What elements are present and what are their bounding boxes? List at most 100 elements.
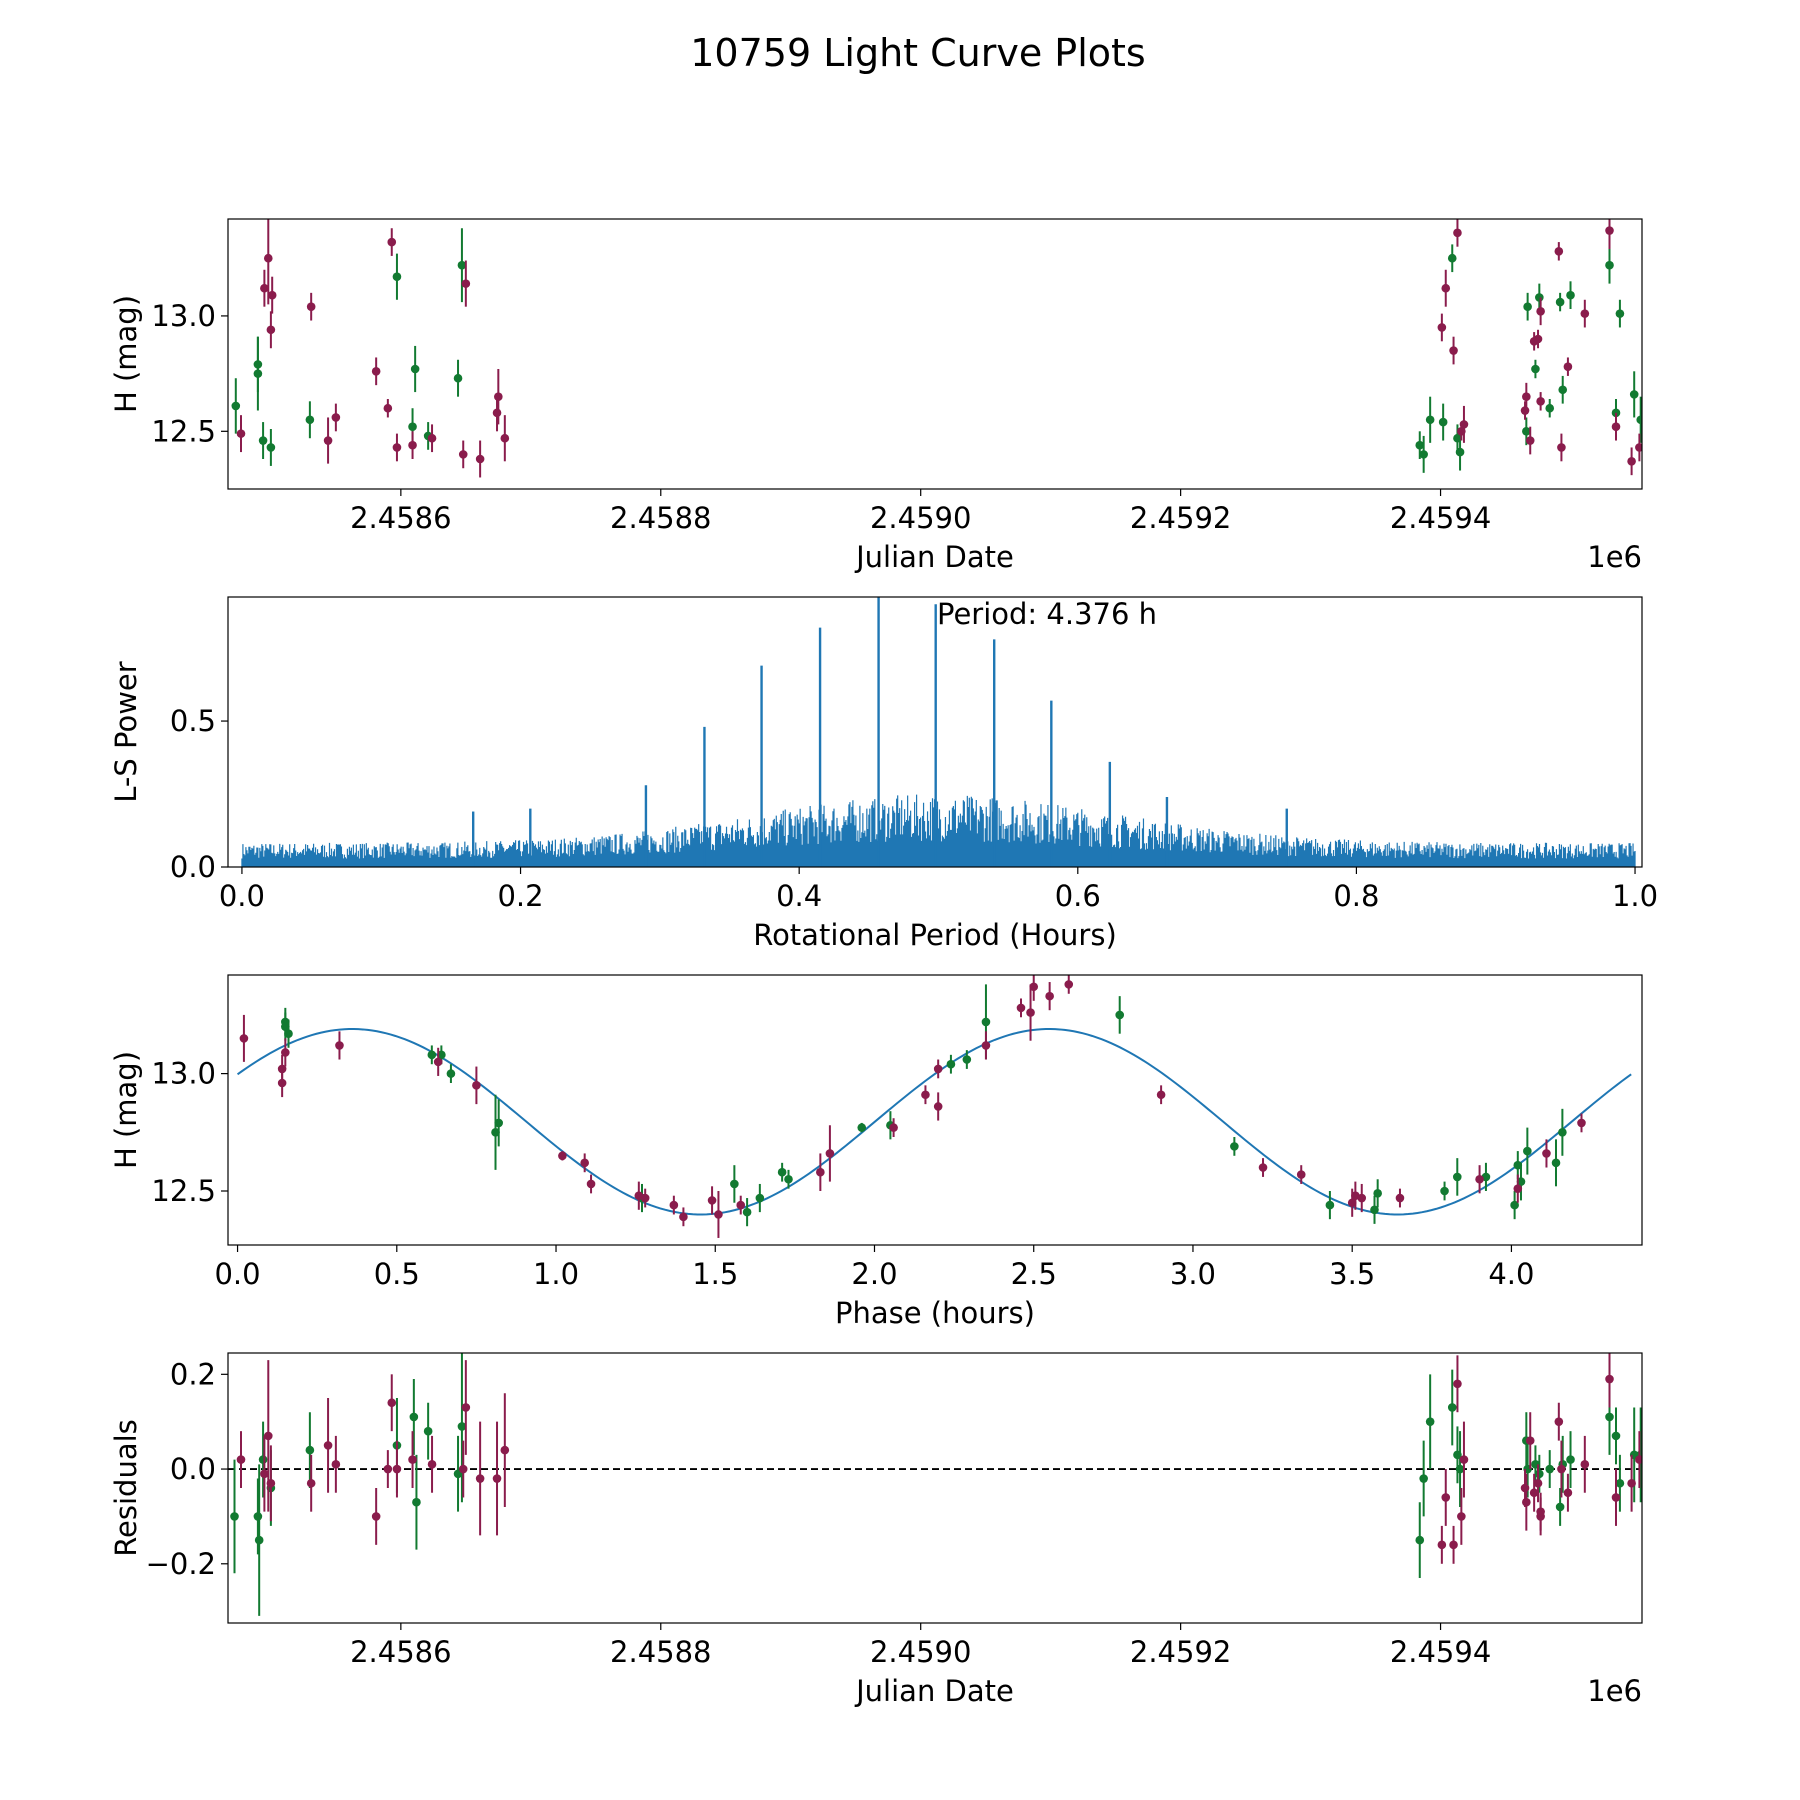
purple-data-point [640,1188,650,1208]
marker [742,1207,752,1217]
marker [437,1050,446,1060]
marker [475,1474,485,1483]
x-tick-label: 2.5 [1011,1257,1057,1291]
purple-data-point [1563,1473,1573,1512]
purple-data-point [1605,219,1614,249]
marker [1627,457,1636,466]
marker [258,436,268,445]
purple-data-point [383,1450,393,1488]
marker [1525,436,1535,445]
marker [263,1431,273,1441]
x-tick-label: 2.4594 [1390,1635,1491,1669]
purple-data-point [933,1059,943,1079]
marker [446,1069,456,1078]
purple-data-point [427,424,437,453]
marker [1611,1431,1621,1441]
marker [1230,1142,1239,1151]
marker [1516,1177,1526,1186]
green-data-point [1373,1179,1382,1208]
x-tick-label: 0.0 [214,1257,260,1291]
purple-data-point [500,415,510,462]
marker [500,1445,510,1455]
marker [1557,1464,1566,1474]
purple-data-point [1557,433,1566,462]
purple-data-point [1437,313,1447,342]
green-data-point [1615,299,1625,328]
marker [1529,1488,1539,1498]
green-data-point [1523,1127,1532,1175]
marker [412,1497,421,1507]
figure-title: 10759 Light Curve Plots [690,31,1145,75]
purple-data-point [1529,1473,1539,1512]
purple-data-point [323,417,333,464]
marker [777,1167,787,1177]
marker [1525,1436,1535,1445]
marker [1419,450,1428,459]
marker [387,1398,397,1408]
purple-data-point [816,1153,825,1191]
marker [1029,982,1039,992]
marker [1577,1118,1586,1128]
purple-data-point [1580,1435,1590,1493]
marker [1520,406,1530,415]
marker [1554,1417,1564,1426]
marker [260,283,269,293]
model-fit [236,1028,1632,1216]
purple-data-point [1536,392,1545,411]
purple-data-point [1520,401,1530,420]
marker [236,1455,246,1464]
marker [1441,283,1451,293]
purple-data-point [1522,382,1531,411]
green-data-point [457,228,467,303]
purple-data-point [323,1398,333,1493]
marker [679,1212,688,1222]
marker [981,1041,991,1050]
marker [472,1081,481,1090]
marker [825,1149,835,1158]
purple-data-point [387,228,397,256]
green-data-point [1516,1162,1526,1201]
marker [281,1022,290,1031]
y-tick-label: 0.0 [170,850,216,884]
green-data-point [1636,396,1642,443]
green-data-point [1230,1137,1239,1156]
purple-data-point [1475,1165,1484,1194]
green-data-point [266,429,276,466]
green-data-point [258,422,268,459]
axes-frame [227,596,1643,868]
purple-data-point [387,1374,397,1432]
green-data-point [784,1169,793,1189]
x-tick-label: 2.4588 [610,501,711,535]
marker [1611,422,1621,431]
marker [1395,1193,1405,1203]
marker [1558,385,1568,395]
green-data-point [1615,1454,1625,1512]
marker [277,1064,287,1074]
x-tick-label: 2.4590 [870,1635,971,1669]
marker [266,443,276,452]
marker [1447,1403,1457,1412]
marker [1563,1488,1573,1498]
marker [1522,392,1531,401]
data-points [239,975,1586,1238]
marker [494,1118,503,1128]
purple-data-point [981,1031,991,1060]
marker [453,373,463,383]
purple-data-point [260,1435,269,1512]
tick-group: 2.4586 2.4588 2.4590 2.4592 2.4594 −0.2 0.0 0.2 [146,1357,1492,1669]
marker [730,1179,739,1189]
purple-data-point [921,1085,930,1105]
x-axis-label: Phase (hours) [835,1296,1035,1330]
marker [1533,1478,1543,1488]
marker [1523,1146,1532,1156]
purple-data-point [1457,1488,1466,1545]
marker [816,1167,825,1177]
purple-data-point [714,1191,723,1238]
green-data-point [1440,1181,1449,1201]
marker [1513,1160,1523,1170]
x-tick-label: 3.5 [1329,1257,1375,1291]
marker [1026,1008,1035,1017]
marker [1419,1474,1428,1483]
purple-data-point [335,1031,344,1060]
marker [640,1193,650,1203]
